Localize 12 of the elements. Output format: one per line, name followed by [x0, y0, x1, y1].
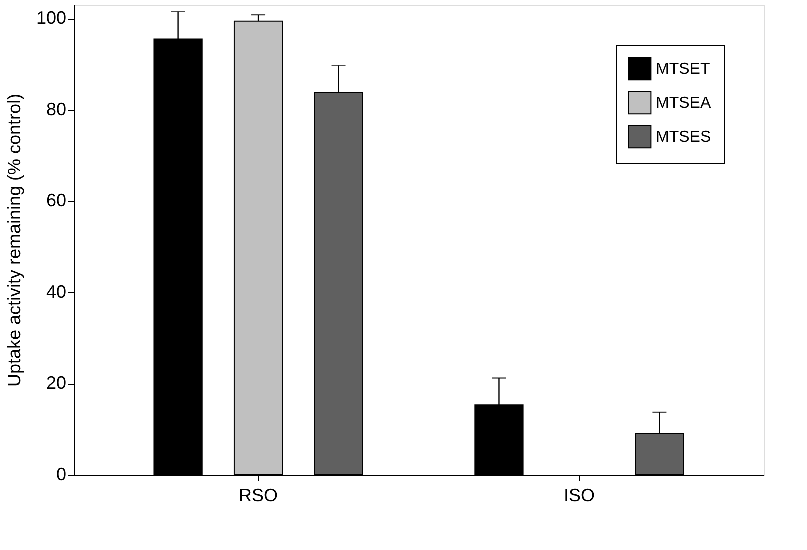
y-tick-label: 40	[46, 282, 66, 302]
legend-label: MTSEA	[656, 95, 712, 112]
y-tick-label: 0	[56, 464, 66, 484]
y-tick-label: 60	[46, 190, 66, 211]
y-tick-label: 20	[46, 373, 66, 394]
y-axis-title: Uptake activity remaining (% control)	[4, 94, 24, 388]
legend-label: MTSET	[656, 61, 710, 78]
x-tick-label: RSO	[239, 486, 278, 506]
x-tick-label: ISO	[564, 486, 595, 506]
y-tick-label: 100	[36, 8, 66, 28]
y-tick-label: 80	[46, 99, 66, 120]
legend-label: MTSES	[656, 129, 712, 146]
